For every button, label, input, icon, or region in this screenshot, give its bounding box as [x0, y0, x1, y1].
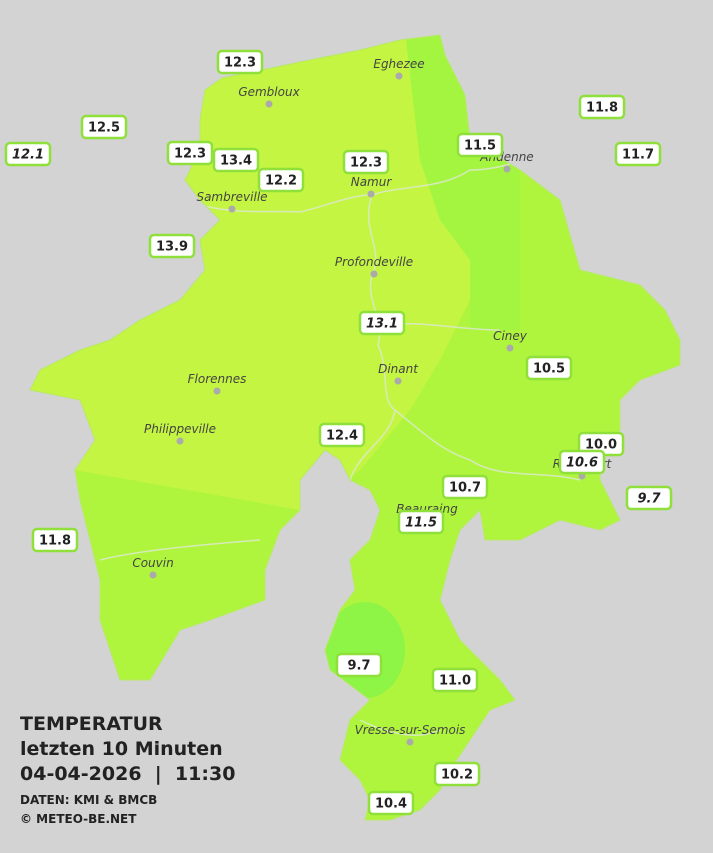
places: EghezeeGemblouxAndenneNamurSambrevillePr… [132, 57, 613, 746]
temp-box [318, 422, 366, 448]
temp-box [342, 149, 390, 175]
place-dot [503, 165, 511, 173]
temp-label: 11.7 [622, 148, 654, 163]
temp-label: 10.7 [449, 481, 481, 496]
place-label: Philippeville [144, 422, 216, 436]
place-dot [228, 205, 236, 213]
place-dot [149, 571, 157, 579]
temp-box [441, 474, 489, 500]
place-dot [394, 377, 402, 385]
temp-box [558, 449, 606, 475]
temp-label: 12.2 [265, 174, 297, 189]
place-dot [506, 344, 514, 352]
place-label: Namur [351, 175, 393, 189]
temp-box [625, 485, 673, 511]
temp-label: 10.6 [566, 456, 598, 471]
temp-box [148, 233, 196, 259]
place-label: Sambreville [196, 190, 267, 204]
temp-label: 11.5 [405, 516, 437, 531]
place-label: Profondeville [335, 255, 413, 269]
rivers [99, 149, 581, 736]
temp-label: 9.7 [637, 492, 661, 507]
temp-box [431, 667, 479, 693]
temp-label: 11.0 [439, 674, 471, 689]
temp-label: 12.3 [174, 147, 206, 162]
temp-label: 12.3 [350, 156, 382, 171]
temp-box [614, 141, 662, 167]
temp-label: 10.4 [375, 797, 407, 812]
temp-box [578, 94, 626, 120]
place-label: Dinant [378, 362, 419, 376]
temp-label: 13.9 [156, 240, 188, 255]
temp-label: 11.8 [39, 534, 71, 549]
place-label: Vresse-sur-Semois [355, 723, 466, 737]
temp-box [257, 167, 305, 193]
temp-label: 12.1 [12, 148, 44, 163]
temp-box [31, 527, 79, 553]
temp-box [212, 147, 260, 173]
place-dot [370, 270, 378, 278]
temp-label: 10.2 [441, 768, 473, 783]
place-label: Eghezee [373, 57, 424, 71]
place-dot [395, 72, 403, 80]
temp-label: 11.8 [586, 101, 618, 116]
temp-label: 12.4 [326, 429, 358, 444]
temperatures: 12.3 12.5 12.1 12.3 13.4 12.2 12.3 11.5 11.8 11.7… [4, 49, 673, 816]
temp-box [80, 114, 128, 140]
temp-label: 11.5 [464, 139, 496, 154]
temp-box [397, 509, 445, 535]
title: TEMPERATUR [20, 713, 163, 735]
place-dot [367, 190, 375, 198]
temp-box [166, 140, 214, 166]
temp-label: 10.0 [585, 438, 617, 453]
temp-label: 12.3 [224, 56, 256, 71]
place-label: Couvin [132, 556, 173, 570]
subtitle: letzten 10 Minuten [20, 738, 223, 760]
place-dot [213, 387, 221, 395]
place-dot [176, 437, 184, 445]
temp-label: 9.7 [347, 659, 370, 674]
temp-box [367, 790, 415, 816]
place-dot [265, 100, 273, 108]
timestamp: 04-04-2026 | 11:30 [20, 763, 235, 785]
temp-label: 12.5 [88, 121, 120, 136]
source: DATEN: KMI & BMCB [20, 793, 157, 807]
temp-label: 13.1 [366, 317, 398, 332]
place-label: Gembloux [238, 85, 300, 99]
temp-box [335, 652, 383, 678]
place-dot [406, 738, 414, 746]
temp-box [358, 310, 406, 336]
copyright: © METEO-BE.NET [20, 812, 137, 826]
temp-box [525, 355, 573, 381]
temp-label: 13.4 [220, 154, 252, 169]
temp-box [4, 141, 52, 167]
place-label: Florennes [188, 372, 247, 386]
place-label: Ciney [493, 329, 528, 343]
temp-label: 10.5 [533, 362, 565, 377]
temp-box [456, 132, 504, 158]
temp-box [433, 761, 481, 787]
temp-box [216, 49, 264, 75]
